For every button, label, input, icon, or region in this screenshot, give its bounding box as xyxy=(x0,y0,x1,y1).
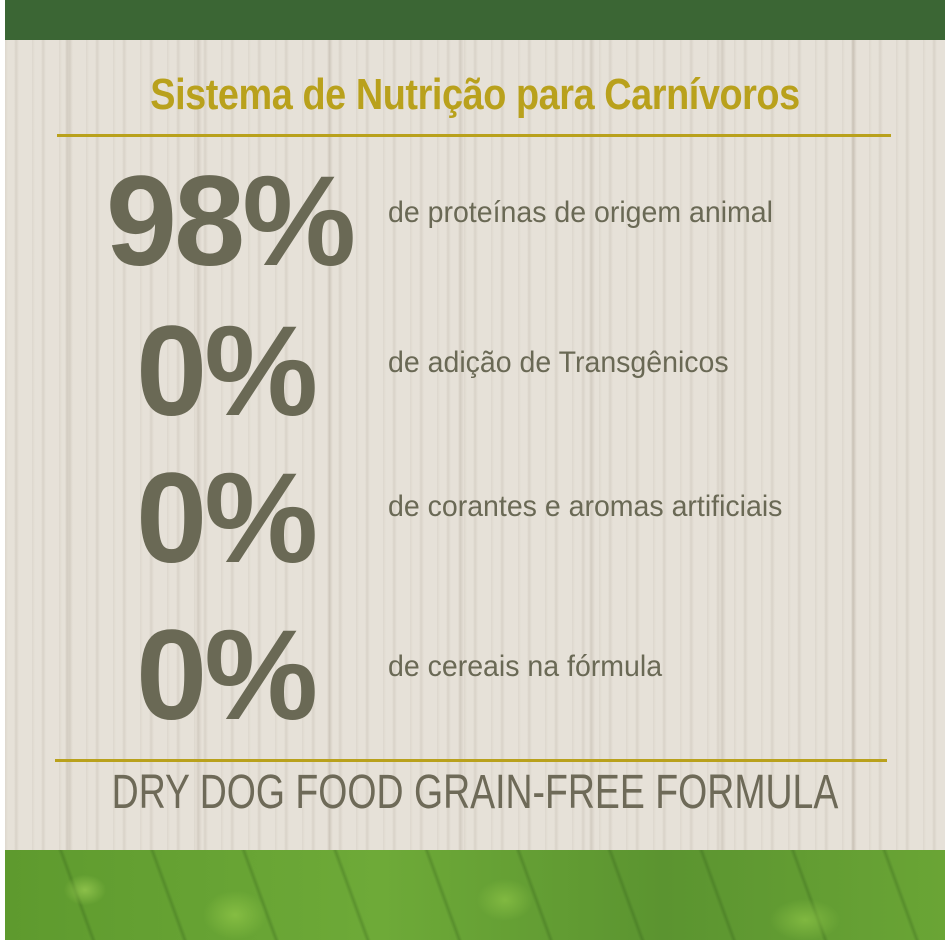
stat-desc-colorants: de corantes e aromas artificiais xyxy=(388,490,783,523)
infographic: Sistema de Nutrição para Carnívoros 98% … xyxy=(5,0,945,940)
stat-value-protein: 98% xyxy=(105,150,356,293)
stat-desc-gmo: de adição de Transgênicos xyxy=(388,346,729,379)
top-green-bar xyxy=(5,0,945,40)
title-divider xyxy=(57,134,891,137)
stat-value-cereals: 0% xyxy=(136,604,318,747)
leaf-image xyxy=(5,850,945,940)
headline: Sistema de Nutrição para Carnívoros xyxy=(150,70,800,119)
stat-desc-protein: de proteínas de origem animal xyxy=(388,196,773,229)
footer-divider xyxy=(55,759,887,762)
wood-background xyxy=(5,40,945,850)
footer-tagline: DRY DOG FOOD GRAIN-FREE FORMULA xyxy=(111,766,839,819)
stat-value-gmo: 0% xyxy=(136,300,318,443)
stat-desc-cereals: de cereais na fórmula xyxy=(388,650,663,683)
stat-value-colorants: 0% xyxy=(136,447,318,590)
